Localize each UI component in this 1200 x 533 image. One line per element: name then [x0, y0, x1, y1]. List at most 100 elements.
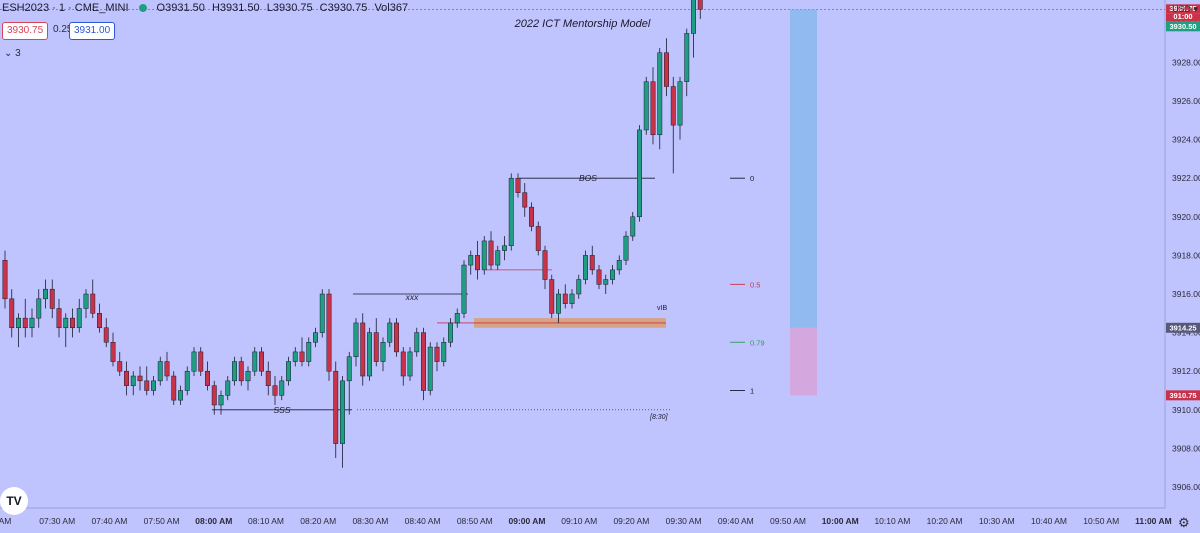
candle-body: [198, 351, 204, 372]
indicator-toggle[interactable]: ⌄ 3: [4, 48, 21, 59]
current-price-label: 3930.75: [1169, 4, 1196, 13]
y-tick-label: 3910.00: [1172, 405, 1200, 415]
candle-body: [495, 250, 501, 266]
x-tick-label: 10:40 AM: [1031, 516, 1067, 526]
symbol-header: ESH2023 · 1 · CME_MINI O3931.50 H3931.50…: [2, 2, 412, 14]
y-tick-label: 3906.00: [1172, 482, 1200, 492]
candle-body: [616, 259, 622, 271]
gear-icon[interactable]: ⚙: [1178, 515, 1190, 530]
candle-body: [245, 370, 251, 382]
candle-body: [184, 370, 190, 391]
candle-body: [488, 240, 494, 266]
candle-body: [151, 380, 156, 391]
candle-body: [502, 245, 507, 251]
low-value: L3930.75: [266, 2, 313, 14]
candle-body: [306, 342, 312, 362]
candle-body: [414, 332, 420, 353]
candle-body: [36, 298, 42, 319]
candle-body: [549, 279, 555, 314]
candle-body: [454, 313, 460, 324]
candle-body: [292, 351, 298, 362]
candle-body: [373, 332, 379, 362]
tradingview-logo-icon: TV: [0, 487, 28, 515]
y-tick-label: 3922.00: [1172, 173, 1200, 183]
y-tick-label: 3920.00: [1172, 212, 1200, 222]
candle-body: [657, 52, 663, 136]
ask-price-label-bg: [1166, 21, 1200, 32]
candle-body: [562, 293, 568, 304]
x-tick-label: 08:10 AM: [248, 516, 284, 526]
y-tick-label: 3908.00: [1172, 443, 1200, 453]
y-tick-label: 3916.00: [1172, 289, 1200, 299]
candle-body: [583, 255, 588, 280]
candle-body: [522, 192, 528, 208]
candle-body: [637, 129, 642, 218]
buy-button[interactable]: 3931.00: [69, 22, 116, 40]
candle-body: [110, 342, 116, 362]
stop-price-label: 3910.75: [1169, 391, 1196, 400]
fib-level-label: 0.5: [750, 280, 760, 289]
candle-body: [407, 351, 413, 377]
candle-body: [664, 52, 669, 87]
y-tick-label: 3924.00: [1172, 135, 1200, 145]
candle-body: [434, 346, 440, 362]
candle-body: [589, 255, 595, 271]
sell-button[interactable]: 3930.75: [2, 22, 49, 40]
candle-body: [232, 361, 237, 382]
candle-body: [623, 235, 629, 261]
candle-body: [610, 269, 615, 280]
x-tick-label: 09:20 AM: [613, 516, 649, 526]
candle-body: [684, 33, 690, 82]
x-tick-label: 09:00 AM: [508, 516, 545, 526]
fib-level-label: 1: [750, 387, 754, 396]
candle-body: [313, 332, 318, 343]
entry-price-label-bg: [1166, 322, 1200, 333]
fib-level-label: 0: [750, 174, 754, 183]
candle-body: [603, 279, 609, 285]
fib-level-label: 0.79: [750, 338, 765, 347]
candle-body: [475, 255, 480, 271]
candle-body: [481, 240, 487, 271]
candle-body: [144, 380, 150, 391]
y-tick-label: 3918.00: [1172, 250, 1200, 260]
x-tick-label: 10:00 AM: [822, 516, 859, 526]
candle-body: [643, 81, 649, 131]
candle-body: [286, 361, 291, 382]
x-tick-label: 08:40 AM: [405, 516, 441, 526]
market-status-icon: [138, 4, 147, 12]
symbol-label[interactable]: ESH2023 · 1 · CME_MINI: [2, 2, 129, 14]
bos-label: BOS: [579, 173, 597, 183]
candle-body: [76, 308, 82, 329]
open-value: O3931.50: [156, 2, 205, 14]
candle-body: [333, 370, 339, 444]
candle-body: [218, 395, 224, 406]
candle-body: [360, 322, 366, 377]
candle-body: [468, 255, 474, 266]
candle-body: [205, 370, 210, 386]
y-tick-label: 3926.00: [1172, 96, 1200, 106]
x-tick-label: 10:20 AM: [927, 516, 963, 526]
candle-body: [90, 293, 96, 314]
candle-body: [191, 351, 197, 372]
candle-body: [380, 342, 386, 362]
fvg-label: vIB: [657, 305, 667, 312]
candle-body: [542, 250, 548, 280]
candle-body: [299, 351, 305, 362]
candle-body: [535, 226, 541, 251]
sss-label: SSS: [273, 405, 290, 415]
candle-body: [697, 0, 703, 10]
countdown-label: 01:00: [1173, 12, 1192, 21]
currency-selector[interactable]: USD ▾: [1172, 4, 1199, 14]
close-value: C3930.75: [319, 2, 368, 14]
candle-body: [650, 81, 656, 136]
stop-zone: [790, 327, 817, 396]
candle-body: [70, 317, 75, 329]
candle-body: [9, 298, 15, 329]
countdown-label-bg: [1166, 13, 1200, 22]
x-tick-label: 11:00 AM: [1135, 516, 1172, 526]
candle-body: [83, 293, 89, 309]
spread-value: 0.25: [53, 24, 73, 35]
candle-body: [596, 269, 602, 285]
candle-body: [252, 351, 258, 372]
